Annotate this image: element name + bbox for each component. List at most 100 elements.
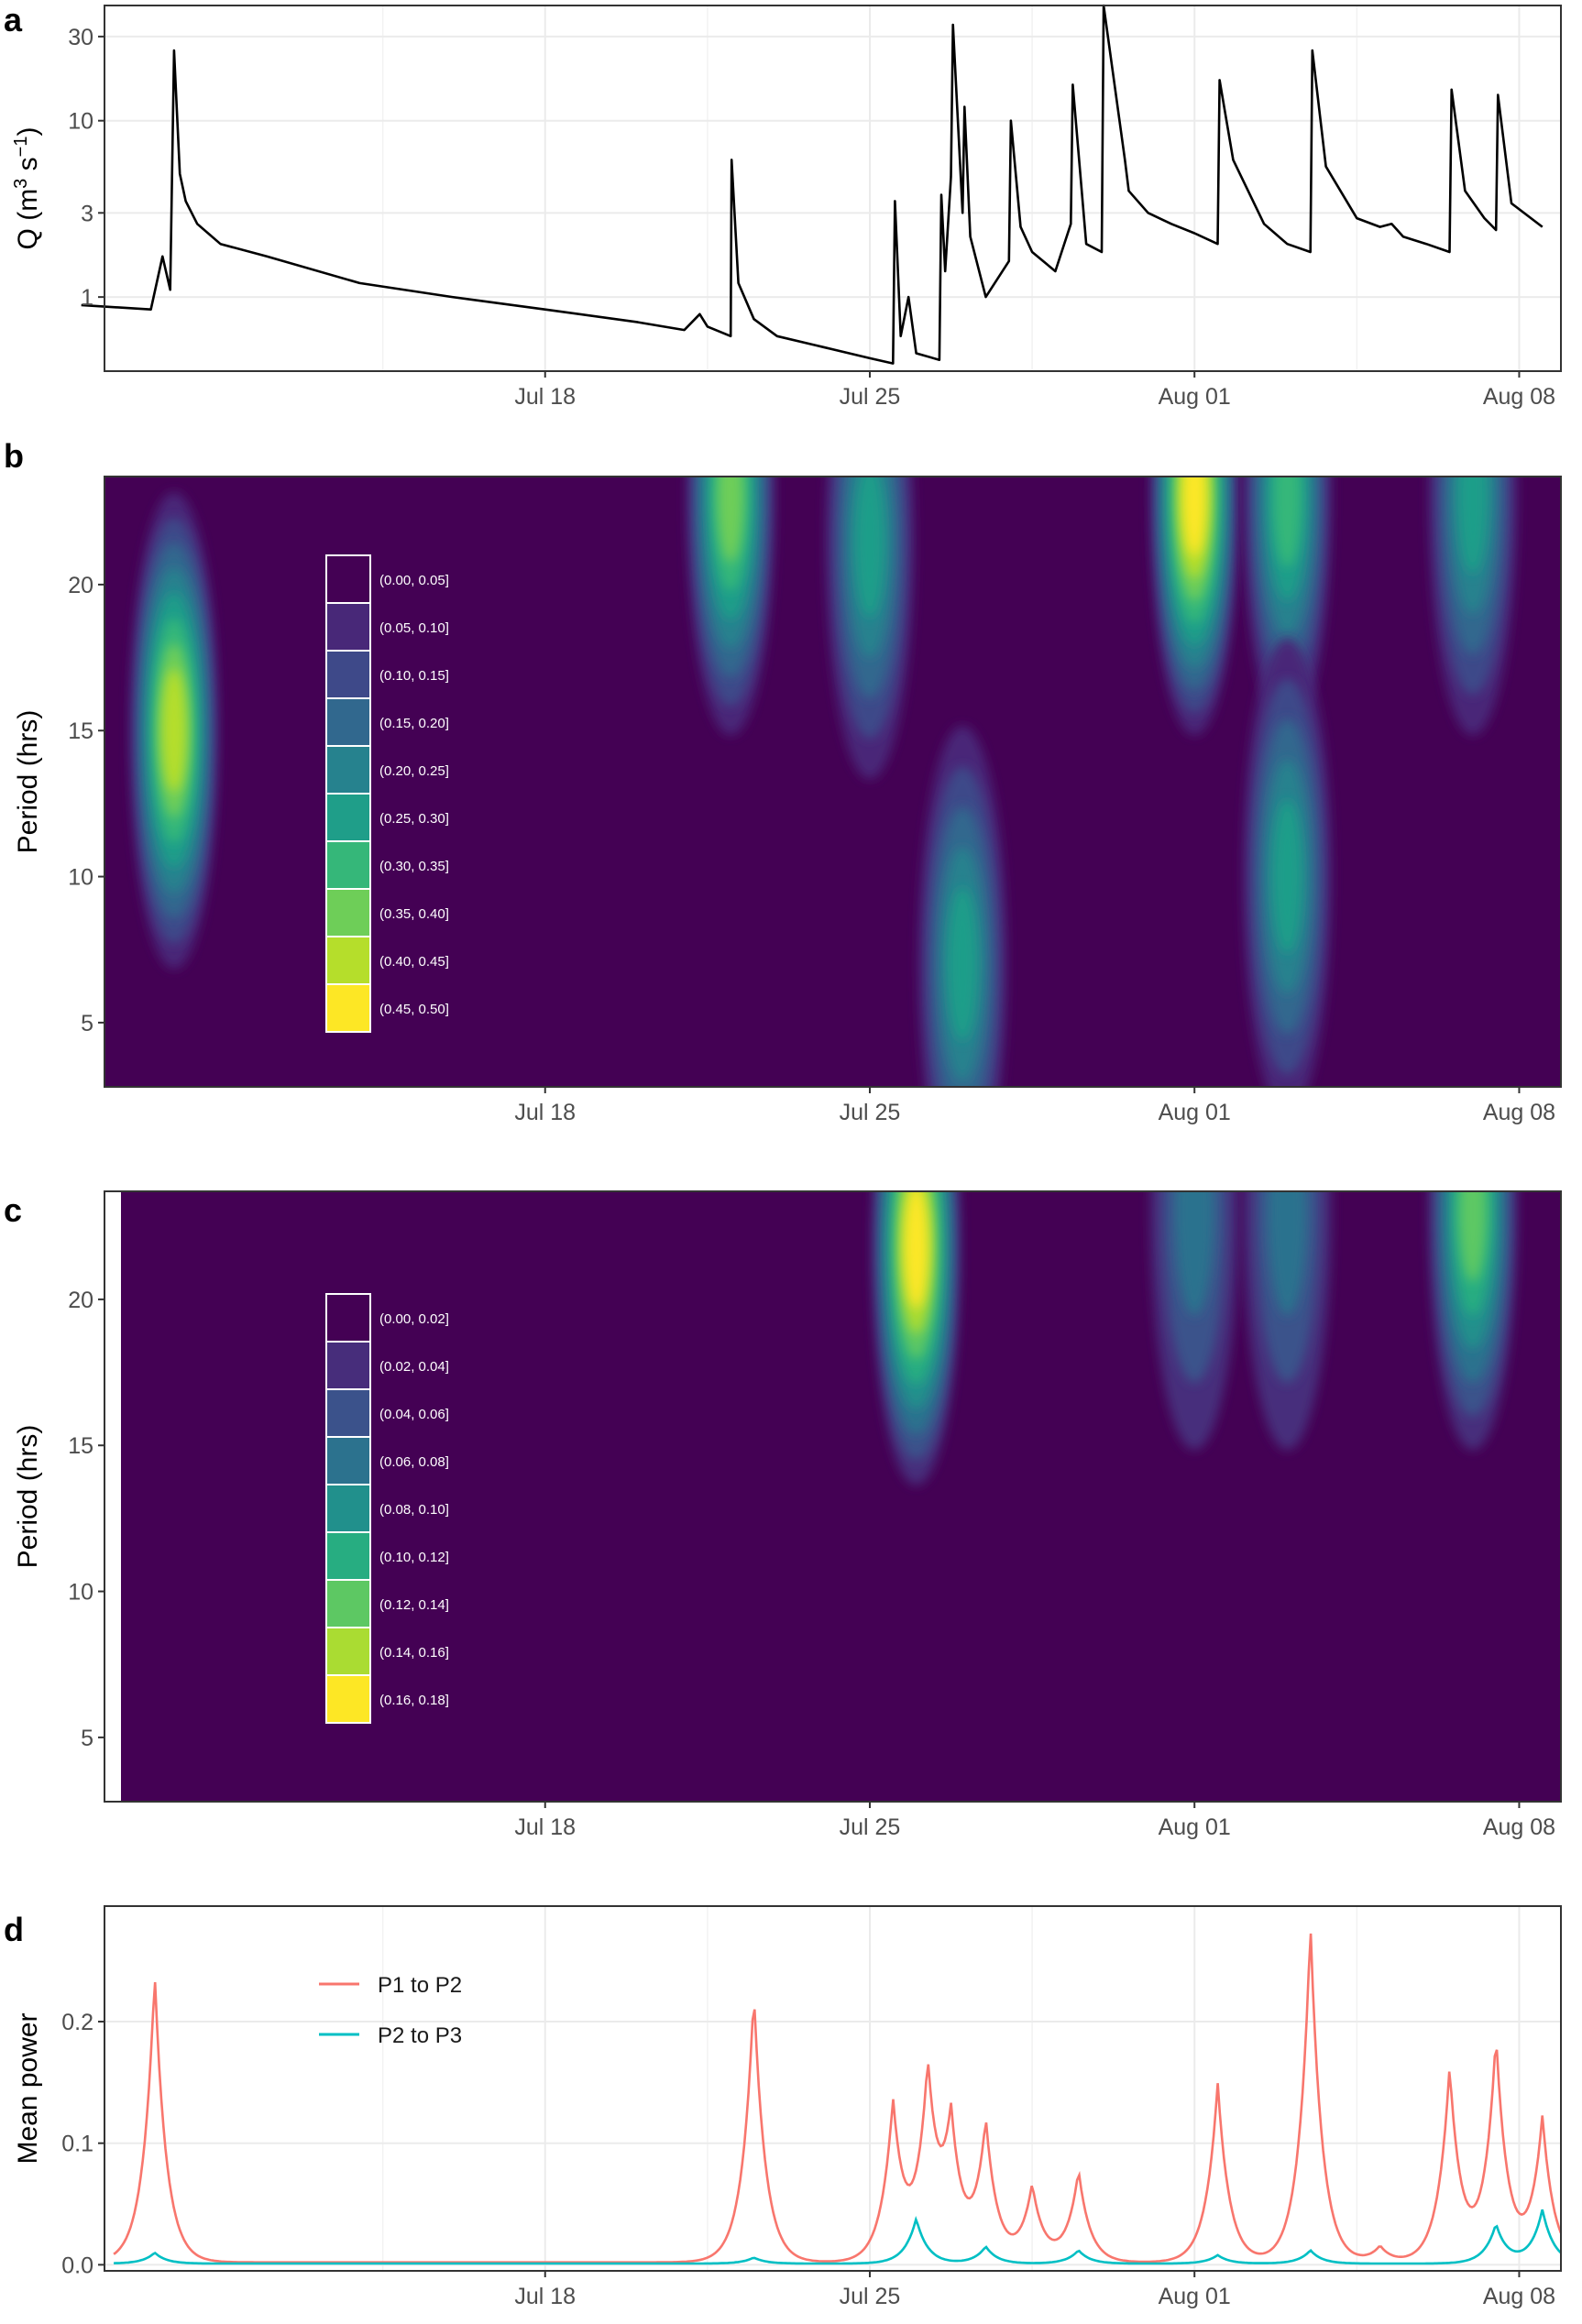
y-axis-label: Q (m3 s−1)	[11, 127, 43, 250]
panel-b-wavelet-p1p2: 5 10 15 20 Jul 18 Jul 25 Aug 01 Aug 08 Period (h…	[13, 476, 1562, 1125]
y-tick-label: 15	[68, 718, 93, 744]
legend-label: (0.05, 0.10]	[379, 620, 449, 636]
x-tick-label: Aug 01	[1159, 1814, 1231, 1840]
y-tick-label: 5	[81, 1011, 93, 1036]
discharge-line	[81, 4, 1544, 365]
legend-label: (0.35, 0.40]	[379, 906, 449, 922]
panel-label-c: c	[4, 1191, 22, 1229]
legend-label: (0.10, 0.12]	[379, 1550, 449, 1565]
x-tick-label: Jul 18	[514, 2284, 576, 2309]
panel-label-d: d	[4, 1911, 24, 1948]
y-axis-label: Period (hrs)	[13, 710, 43, 854]
legend-key	[325, 1531, 371, 1581]
x-tick-label: Aug 08	[1483, 2284, 1555, 2309]
y-tick-label: 0.2	[61, 2010, 93, 2035]
panel-a-discharge: 1 3 10 30 Jul 18 Jul 25 Aug 01 Aug 08 Q (m3 s−1)	[11, 4, 1562, 410]
series-line-p2-p3	[114, 2209, 1562, 2265]
legend-key	[325, 602, 371, 652]
y-tick-label: 1	[81, 285, 93, 311]
legend-key	[325, 888, 371, 937]
legend-label: (0.16, 0.18]	[379, 1693, 449, 1708]
y-tick-label: 15	[68, 1433, 93, 1459]
legend-label: (0.06, 0.08]	[379, 1454, 449, 1470]
legend-key	[325, 1341, 371, 1390]
x-tick-label: Jul 25	[840, 384, 901, 410]
y-tick-label: 20	[68, 573, 93, 598]
x-tick-label: Jul 25	[840, 1814, 901, 1840]
legend-key	[325, 697, 371, 747]
legend-key	[325, 554, 371, 604]
x-tick-label: Jul 18	[514, 1814, 576, 1840]
y-tick-label: 3	[81, 201, 93, 226]
legend-key	[325, 1674, 371, 1724]
legend-key	[325, 840, 371, 890]
legend-label: (0.12, 0.14]	[379, 1597, 449, 1613]
y-tick-label: 10	[68, 1580, 93, 1606]
plot-background	[104, 1906, 1561, 2271]
x-tick-label: Jul 18	[514, 1100, 576, 1125]
legend-key	[325, 1388, 371, 1438]
legend-key	[325, 1436, 371, 1485]
heatmap-contour	[1182, 477, 1206, 556]
legend-label: (0.10, 0.15]	[379, 668, 449, 684]
legend-label: (0.15, 0.20]	[379, 716, 449, 731]
heatmap-layer	[129, 477, 1517, 1087]
heatmap-layer	[872, 1191, 1517, 1485]
legend-label: (0.00, 0.02]	[379, 1311, 449, 1327]
x-tick-label: Jul 18	[514, 384, 576, 410]
x-tick-label: Aug 08	[1483, 1814, 1555, 1840]
legend-label: (0.30, 0.35]	[379, 859, 449, 874]
legend-label: (0.25, 0.30]	[379, 811, 449, 827]
heatmap-contour	[718, 477, 743, 563]
y-axis-label: Mean power	[13, 2012, 43, 2164]
legend-label: P2 to P3	[378, 2023, 462, 2048]
legend-key	[325, 745, 371, 795]
heatmap-contour	[1273, 477, 1302, 567]
panel-label-a: a	[4, 1, 23, 38]
x-tick-label: Aug 01	[1159, 2284, 1231, 2309]
panel-d-mean-power: 0.0 0.1 0.2 Jul 18 Jul 25 Aug 01 Aug 08 Mean po…	[13, 1905, 1563, 2309]
legend-key	[325, 1293, 371, 1343]
panel-border	[104, 476, 1562, 1088]
y-tick-label: 0.0	[61, 2253, 93, 2278]
x-tick-label: Aug 08	[1483, 1100, 1555, 1125]
legend-key	[325, 1484, 371, 1533]
panel-c-wavelet-p2p3: 5 10 15 20 Jul 18 Jul 25 Aug 01 Aug 08 Period (h…	[13, 1190, 1562, 1840]
y-axis-label: Period (hrs)	[13, 1425, 43, 1569]
y-tick-label: 20	[68, 1288, 93, 1313]
y-tick-label: 5	[81, 1726, 93, 1751]
x-tick-label: Jul 25	[840, 2284, 901, 2309]
heatmap-contour	[1268, 1191, 1307, 1316]
x-tick-label: Aug 01	[1159, 1100, 1231, 1125]
y-tick-label: 0.1	[61, 2132, 93, 2157]
heatmap-contour	[161, 668, 186, 793]
legend-label: (0.02, 0.04]	[379, 1359, 449, 1375]
x-tick-label: Aug 01	[1159, 384, 1231, 410]
legend-label: (0.04, 0.06]	[379, 1407, 449, 1422]
y-tick-label: 10	[68, 109, 93, 135]
x-tick-label: Jul 25	[840, 1100, 901, 1125]
panel-border	[104, 1190, 1562, 1803]
heatmap-contour	[1174, 1191, 1214, 1316]
heatmap-contour	[1272, 799, 1302, 954]
panel-border	[104, 5, 1562, 372]
legend-key	[325, 650, 371, 699]
legend-label: (0.14, 0.16]	[379, 1645, 449, 1661]
heatmap-contour	[1457, 477, 1488, 575]
legend-key	[325, 793, 371, 842]
panel-label-b: b	[4, 437, 24, 475]
panel-border	[104, 1905, 1562, 2272]
legend-label: (0.08, 0.10]	[379, 1502, 449, 1518]
legend-key	[325, 1627, 371, 1676]
plot-background	[104, 5, 1561, 371]
legend-label: (0.45, 0.50]	[379, 1002, 449, 1017]
y-tick-label: 10	[68, 865, 93, 891]
legend-label: P1 to P2	[378, 1973, 462, 1998]
legend-key	[325, 936, 371, 985]
legend-label: (0.20, 0.25]	[379, 763, 449, 779]
y-tick-label: 30	[68, 25, 93, 50]
legend-key	[325, 983, 371, 1033]
legend-key	[325, 1579, 371, 1628]
heatmap-contour	[904, 1191, 928, 1310]
